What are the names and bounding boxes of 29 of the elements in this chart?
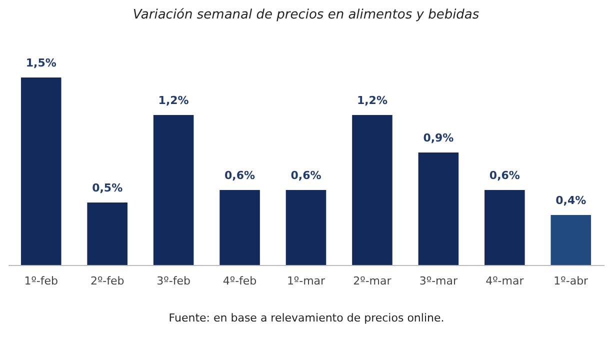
data-label: 0,6% [489,169,520,182]
source-note: Fuente: en base a relevamiento de precios online. [168,312,444,324]
data-label: 1,2% [158,94,189,107]
data-label: 0,9% [423,132,454,144]
bar [484,190,525,265]
x-tick-label: 3º-mar [419,274,458,288]
x-tick-label: 4º-mar [486,274,524,288]
x-tick-label: 1º-mar [286,274,326,288]
chart-title: Variación semanal de precios en alimentos y bebidas [132,8,480,22]
x-tick-label: 2º-mar [353,274,392,288]
bar [220,190,260,265]
bar [20,78,62,265]
data-label: 0,5% [92,182,123,194]
bar [352,115,392,265]
data-label: 0,6% [290,169,322,182]
x-tick-label: 2º-feb [90,274,124,288]
bar [87,202,128,265]
data-label: 1,5% [26,56,56,70]
x-tick-label: 4º-feb [222,274,257,288]
bar [418,152,459,265]
bar [286,190,326,265]
bar [550,215,592,265]
data-label: 1,2% [356,94,388,107]
x-tick-label: 1º-abr [554,274,589,288]
data-label: 0,4% [556,194,586,207]
bar [153,115,194,265]
x-tick-label: 3º-feb [156,274,190,288]
data-label: 0,6% [224,169,256,182]
x-tick-label: 1º-feb [24,274,58,288]
